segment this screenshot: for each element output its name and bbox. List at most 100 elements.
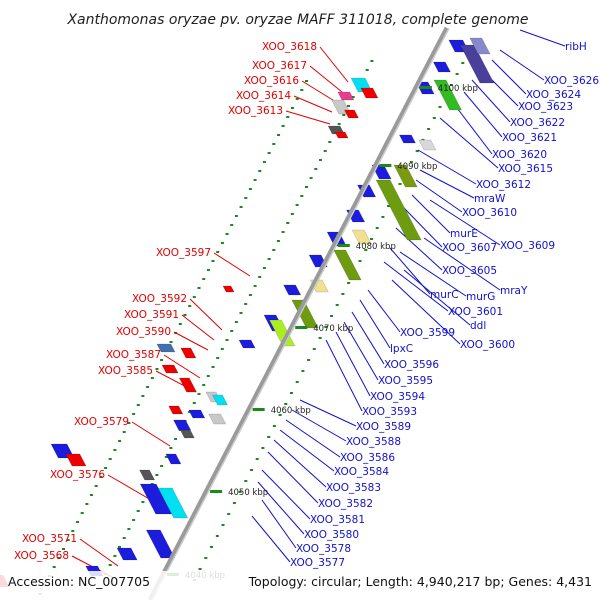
track-dot: [375, 227, 379, 229]
track-dot: [305, 80, 308, 82]
leader-line: [343, 321, 379, 381]
kbp-label: 4090 kbp: [397, 162, 437, 172]
gene-label-xoo-3587: XOO_3587: [106, 349, 161, 361]
track-dot: [197, 287, 201, 289]
track-dot: [267, 436, 271, 438]
track-dot: [113, 555, 117, 557]
gene-label-lpxc: lpxC: [390, 343, 413, 355]
track-dot: [347, 282, 351, 284]
track-dot: [318, 337, 322, 339]
track-dot: [211, 366, 215, 368]
track-dot: [169, 447, 173, 449]
track-dot: [76, 521, 79, 523]
gene-block: [351, 229, 372, 245]
leader-line: [293, 95, 333, 113]
track-dot: [206, 375, 210, 377]
track-dot: [211, 260, 215, 262]
gene-label-xoo-3616: XOO_3616: [244, 75, 299, 87]
genome-backbone-shadow: [151, 27, 450, 600]
leader-line: [383, 261, 449, 312]
track-dot: [204, 557, 208, 559]
gene-label-xoo-3617: XOO_3617: [252, 60, 307, 72]
leader-line: [519, 29, 566, 47]
gene-block: [459, 44, 495, 84]
track-dot: [351, 96, 355, 98]
gene-block: [418, 139, 437, 151]
track-dot: [71, 530, 75, 532]
track-dot: [216, 251, 220, 253]
track-dot: [160, 465, 164, 467]
gene-label-xoo-3589: XOO_3589: [356, 421, 411, 433]
track-dot: [370, 238, 373, 240]
gene-label-murg: murG: [466, 291, 495, 303]
track-dot: [108, 564, 112, 566]
gene-label-xoo-3599: XOO_3599: [400, 327, 455, 339]
gene-block: [168, 405, 184, 415]
gene-label-xoo-3600: XOO_3600: [460, 339, 515, 351]
track-dot: [278, 414, 282, 416]
track-dot: [104, 467, 108, 469]
track-dot: [267, 258, 271, 260]
track-dot: [314, 168, 318, 170]
gene-label-xoo-3583: XOO_3583: [326, 482, 381, 494]
track-dot: [319, 159, 322, 161]
track-dot: [232, 502, 236, 504]
gene-block: [399, 134, 416, 144]
leader-line: [319, 46, 349, 83]
gene-label-xoo-3615: XOO_3615: [498, 163, 553, 175]
track-dot: [258, 276, 262, 278]
track-dot: [85, 503, 89, 505]
leader-line: [417, 149, 477, 185]
track-dot: [324, 326, 328, 328]
track-dot: [409, 161, 413, 163]
gene-block: [208, 413, 227, 425]
track-dot: [225, 233, 229, 235]
track-dot: [449, 84, 453, 86]
track-dot: [387, 205, 391, 207]
track-dot: [132, 519, 136, 521]
leader-line: [325, 339, 363, 412]
gene-label-xoo-3590: XOO_3590: [116, 326, 171, 338]
gene-block: [179, 429, 195, 439]
leader-line: [309, 65, 343, 93]
gene-label-mraw: mraW: [474, 193, 506, 205]
gene-label-xoo-3622: XOO_3622: [510, 117, 565, 129]
track-dot: [295, 381, 299, 383]
genome-backbone: [147, 26, 450, 600]
kbp-label: 4100 kbp: [438, 84, 478, 94]
track-dot: [305, 186, 308, 188]
gene-label-ribh: ribH: [565, 41, 587, 53]
gene-block: [360, 87, 379, 99]
track-dot: [253, 179, 257, 181]
track-dot: [295, 98, 299, 100]
track-dot: [277, 134, 280, 136]
track-dot: [286, 222, 290, 224]
track-dot: [108, 458, 112, 460]
track-dot: [300, 195, 304, 197]
kbp-label: 4060 kbp: [271, 406, 311, 416]
gene-label-xoo-3614: XOO_3614: [236, 90, 291, 102]
leader-line: [423, 237, 501, 291]
gene-label-xoo-3623: XOO_3623: [518, 101, 573, 113]
track-dot: [328, 141, 332, 143]
track-dot: [118, 440, 122, 442]
gene-block: [344, 109, 359, 119]
track-dot: [370, 60, 374, 62]
gene-block: [116, 547, 138, 561]
leader-line: [257, 481, 305, 535]
track-dot: [136, 510, 140, 512]
track-dot: [210, 546, 213, 548]
kbp-tick: [210, 490, 223, 493]
track-dot: [341, 293, 345, 295]
track-dot: [57, 557, 61, 559]
kbp-tick: [252, 408, 265, 411]
gene-label-xoo-3582: XOO_3582: [318, 498, 373, 510]
gene-block: [161, 364, 179, 374]
gene-label-mray: mraY: [500, 285, 528, 297]
gene-block: [180, 347, 197, 359]
kbp-tick: [419, 86, 432, 89]
gene-block: [178, 377, 197, 393]
leader-line: [491, 59, 527, 95]
gene-label-xoo-3612: XOO_3612: [476, 179, 531, 191]
track-dot: [220, 348, 224, 350]
